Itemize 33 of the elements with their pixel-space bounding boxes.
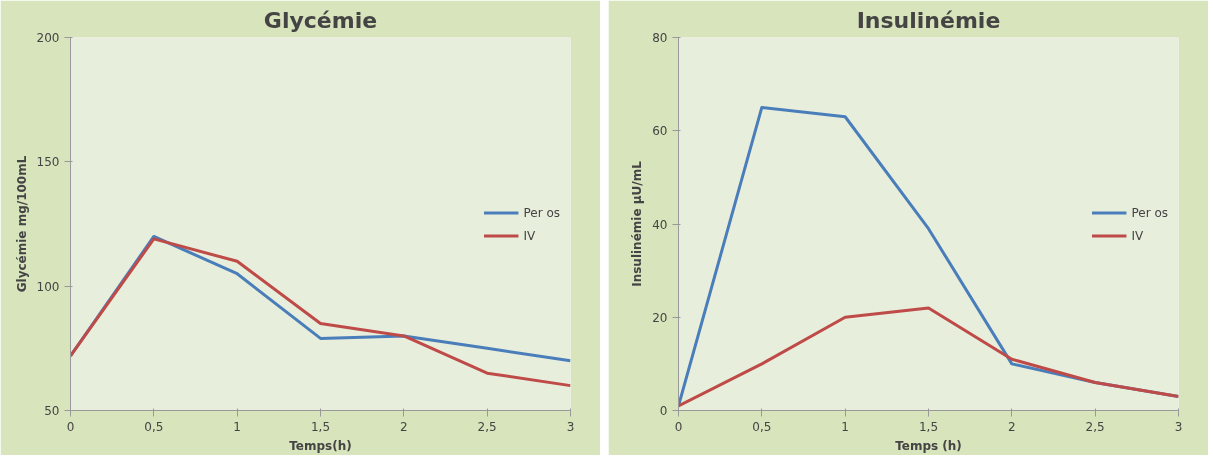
legend-label: Per os <box>1131 205 1168 219</box>
x-tick-label: 2 <box>400 419 408 434</box>
y-tick-label: 200 <box>36 31 60 45</box>
y-tick-label: 50 <box>44 404 60 418</box>
y-tick-label: 60 <box>652 124 668 139</box>
legend-label: Per os <box>523 205 560 219</box>
x-axis-title: Temps(h) <box>289 438 352 453</box>
y-tick-label: 150 <box>36 155 60 170</box>
y-tick-label: 100 <box>36 279 60 294</box>
chart-title: Insulinémie <box>856 7 1001 33</box>
legend-label: IV <box>523 228 537 242</box>
x-tick-label: 2,5 <box>477 419 497 434</box>
x-tick-label: 3 <box>566 419 575 434</box>
y-axis-title: Glycémie mg/100mL <box>14 155 29 293</box>
x-tick-label: 0,5 <box>144 419 164 434</box>
y-tick-label: 40 <box>652 217 668 232</box>
legend-label: IV <box>1131 228 1145 242</box>
y-tick-label: 0 <box>659 404 668 418</box>
x-tick-label: 2,5 <box>1085 419 1105 434</box>
x-tick-label: 1 <box>841 419 849 434</box>
chart-title: Glycémie <box>263 7 378 33</box>
x-tick-label: 0,5 <box>752 419 772 434</box>
x-tick-label: 1,5 <box>310 419 331 434</box>
x-tick-label: 0 <box>674 419 683 434</box>
x-tick-label: 3 <box>1174 419 1183 434</box>
y-axis-title: Insulinémie µU/mL <box>630 160 645 287</box>
x-tick-label: 1 <box>233 419 241 434</box>
x-axis-title: Temps (h) <box>895 438 962 453</box>
x-tick-label: 0 <box>66 419 75 434</box>
x-tick-label: 1,5 <box>918 419 939 434</box>
x-tick-label: 2 <box>1008 419 1016 434</box>
y-tick-label: 20 <box>652 310 668 325</box>
y-tick-label: 80 <box>652 31 668 45</box>
